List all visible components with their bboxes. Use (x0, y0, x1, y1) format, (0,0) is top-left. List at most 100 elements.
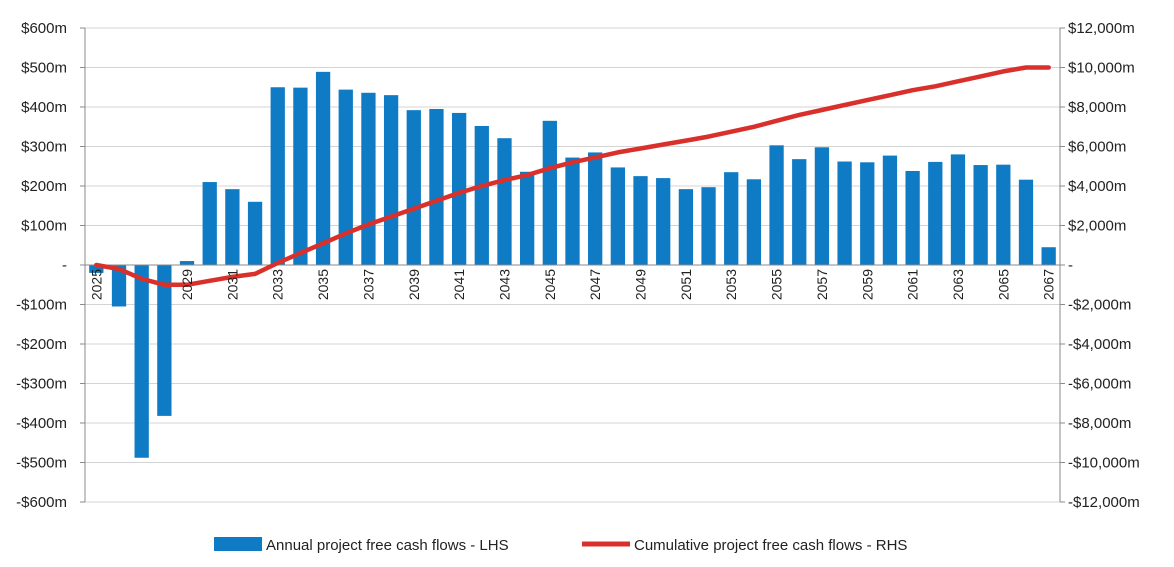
bar-2028 (157, 265, 172, 416)
left-tick-label: -$200m (16, 336, 67, 353)
bar-2060 (882, 155, 898, 265)
x-tick-label-2035: 2035 (315, 269, 331, 300)
left-tick-label: $100m (21, 218, 67, 235)
bar-2047 (588, 152, 603, 265)
bar-2042 (474, 125, 489, 266)
legend: Annual project free cash flows - LHS Cum… (214, 537, 907, 554)
x-tick-label-2025: 2025 (88, 269, 104, 300)
x-tick-label-2037: 2037 (360, 269, 376, 300)
legend-swatch-annual (214, 537, 262, 551)
bar-2053 (724, 172, 739, 265)
bar-2043 (497, 138, 512, 265)
bar-2066 (1018, 179, 1034, 265)
bar-2030 (202, 182, 217, 265)
bar-2031 (225, 189, 240, 265)
x-tick-label-2029: 2029 (179, 269, 195, 300)
bar-2065 (996, 164, 1011, 265)
left-tick-label: - (62, 257, 67, 274)
right-tick-label: -$4,000m (1068, 336, 1131, 353)
bar-2057 (814, 147, 830, 265)
bar-2041 (451, 112, 467, 265)
left-tick-label: $300m (21, 139, 67, 156)
bar-2056 (792, 159, 807, 265)
x-tick-label-2063: 2063 (950, 269, 966, 300)
right-tick-label: -$6,000m (1068, 376, 1131, 393)
bar-series (89, 71, 1056, 458)
right-tick-label: -$8,000m (1068, 415, 1131, 432)
x-tick-label-2067: 2067 (1041, 269, 1057, 300)
right-tick-label: - (1068, 257, 1073, 274)
bar-2040 (429, 108, 444, 265)
bar-2058 (837, 161, 852, 265)
left-tick-label: -$100m (16, 297, 67, 314)
x-tick-label-2045: 2045 (542, 269, 558, 300)
cumulative-line (94, 65, 1051, 288)
left-tick-label: -$400m (16, 415, 67, 432)
x-tick-label-2057: 2057 (814, 269, 830, 300)
x-tick-label-2031: 2031 (224, 269, 240, 300)
left-tick-label: -$600m (16, 494, 67, 511)
bar-2049 (633, 176, 648, 265)
bar-2044 (520, 171, 535, 265)
bar-2039 (406, 110, 421, 265)
bar-2064 (973, 165, 988, 265)
left-tick-label: $500m (21, 60, 67, 77)
x-tick-label-2043: 2043 (496, 269, 512, 300)
bar-2045 (542, 120, 557, 265)
x-tick-label-2051: 2051 (678, 269, 694, 300)
x-tick-label-2055: 2055 (769, 269, 785, 300)
bar-2026 (111, 265, 127, 307)
bar-2025 (89, 265, 104, 273)
x-tick-label-2047: 2047 (587, 269, 603, 300)
left-axis-ticks: $600m $500m $400m $300m $200m $100m - -$100m -$2… (16, 20, 85, 511)
bar-2046 (565, 157, 580, 265)
x-tick-label-2061: 2061 (905, 269, 921, 300)
bar-2054 (746, 179, 762, 265)
left-tick-label: $600m (21, 20, 67, 37)
bar-2051 (678, 189, 694, 265)
line-series (94, 65, 1051, 288)
bar-2052 (701, 187, 716, 265)
bar-2061 (905, 170, 920, 265)
right-tick-label: -$2,000m (1068, 297, 1131, 314)
left-tick-label: $200m (21, 178, 67, 195)
x-tick-label-2033: 2033 (270, 269, 286, 300)
bar-2037 (361, 92, 376, 265)
legend-label-annual: Annual project free cash flows - LHS (266, 537, 509, 554)
bar-2032 (247, 201, 263, 265)
left-tick-label: -$300m (16, 376, 67, 393)
axes (84, 28, 1061, 502)
right-axis-ticks: $12,000m $10,000m $8,000m $6,000m $4,000m $2,… (1060, 20, 1140, 511)
x-tick-label-2049: 2049 (633, 269, 649, 300)
right-tick-label: -$12,000m (1068, 494, 1140, 511)
right-tick-label: $10,000m (1068, 60, 1135, 77)
bar-2033 (270, 87, 285, 265)
x-tick-label-2039: 2039 (406, 269, 422, 300)
right-tick-label: -$10,000m (1068, 455, 1140, 472)
bar-2067 (1041, 247, 1056, 265)
bar-2048 (610, 167, 625, 265)
right-tick-label: $6,000m (1068, 139, 1126, 156)
bar-2036 (338, 89, 353, 266)
x-axis-ticks: 2025 2029 2031 2033 2035 2037 2039 2041 2043 2045… (88, 269, 1056, 300)
bar-2035 (315, 71, 331, 265)
bar-2050 (656, 178, 671, 265)
legend-label-cumulative: Cumulative project free cash flows - RHS (634, 537, 907, 554)
bar-2063 (950, 154, 966, 265)
right-tick-label: $8,000m (1068, 99, 1126, 116)
right-tick-label: $4,000m (1068, 178, 1126, 195)
bar-2029 (179, 261, 195, 265)
left-tick-label: $400m (21, 99, 67, 116)
x-tick-label-2059: 2059 (859, 269, 875, 300)
x-tick-label-2041: 2041 (451, 269, 467, 300)
bar-2027 (134, 265, 149, 458)
bar-2062 (928, 161, 943, 265)
left-tick-label: -$500m (16, 455, 67, 472)
x-tick-label-2065: 2065 (995, 269, 1011, 300)
bar-2038 (383, 95, 399, 266)
bar-2034 (293, 87, 308, 266)
right-tick-label: $2,000m (1068, 218, 1126, 235)
right-tick-label: $12,000m (1068, 20, 1135, 37)
